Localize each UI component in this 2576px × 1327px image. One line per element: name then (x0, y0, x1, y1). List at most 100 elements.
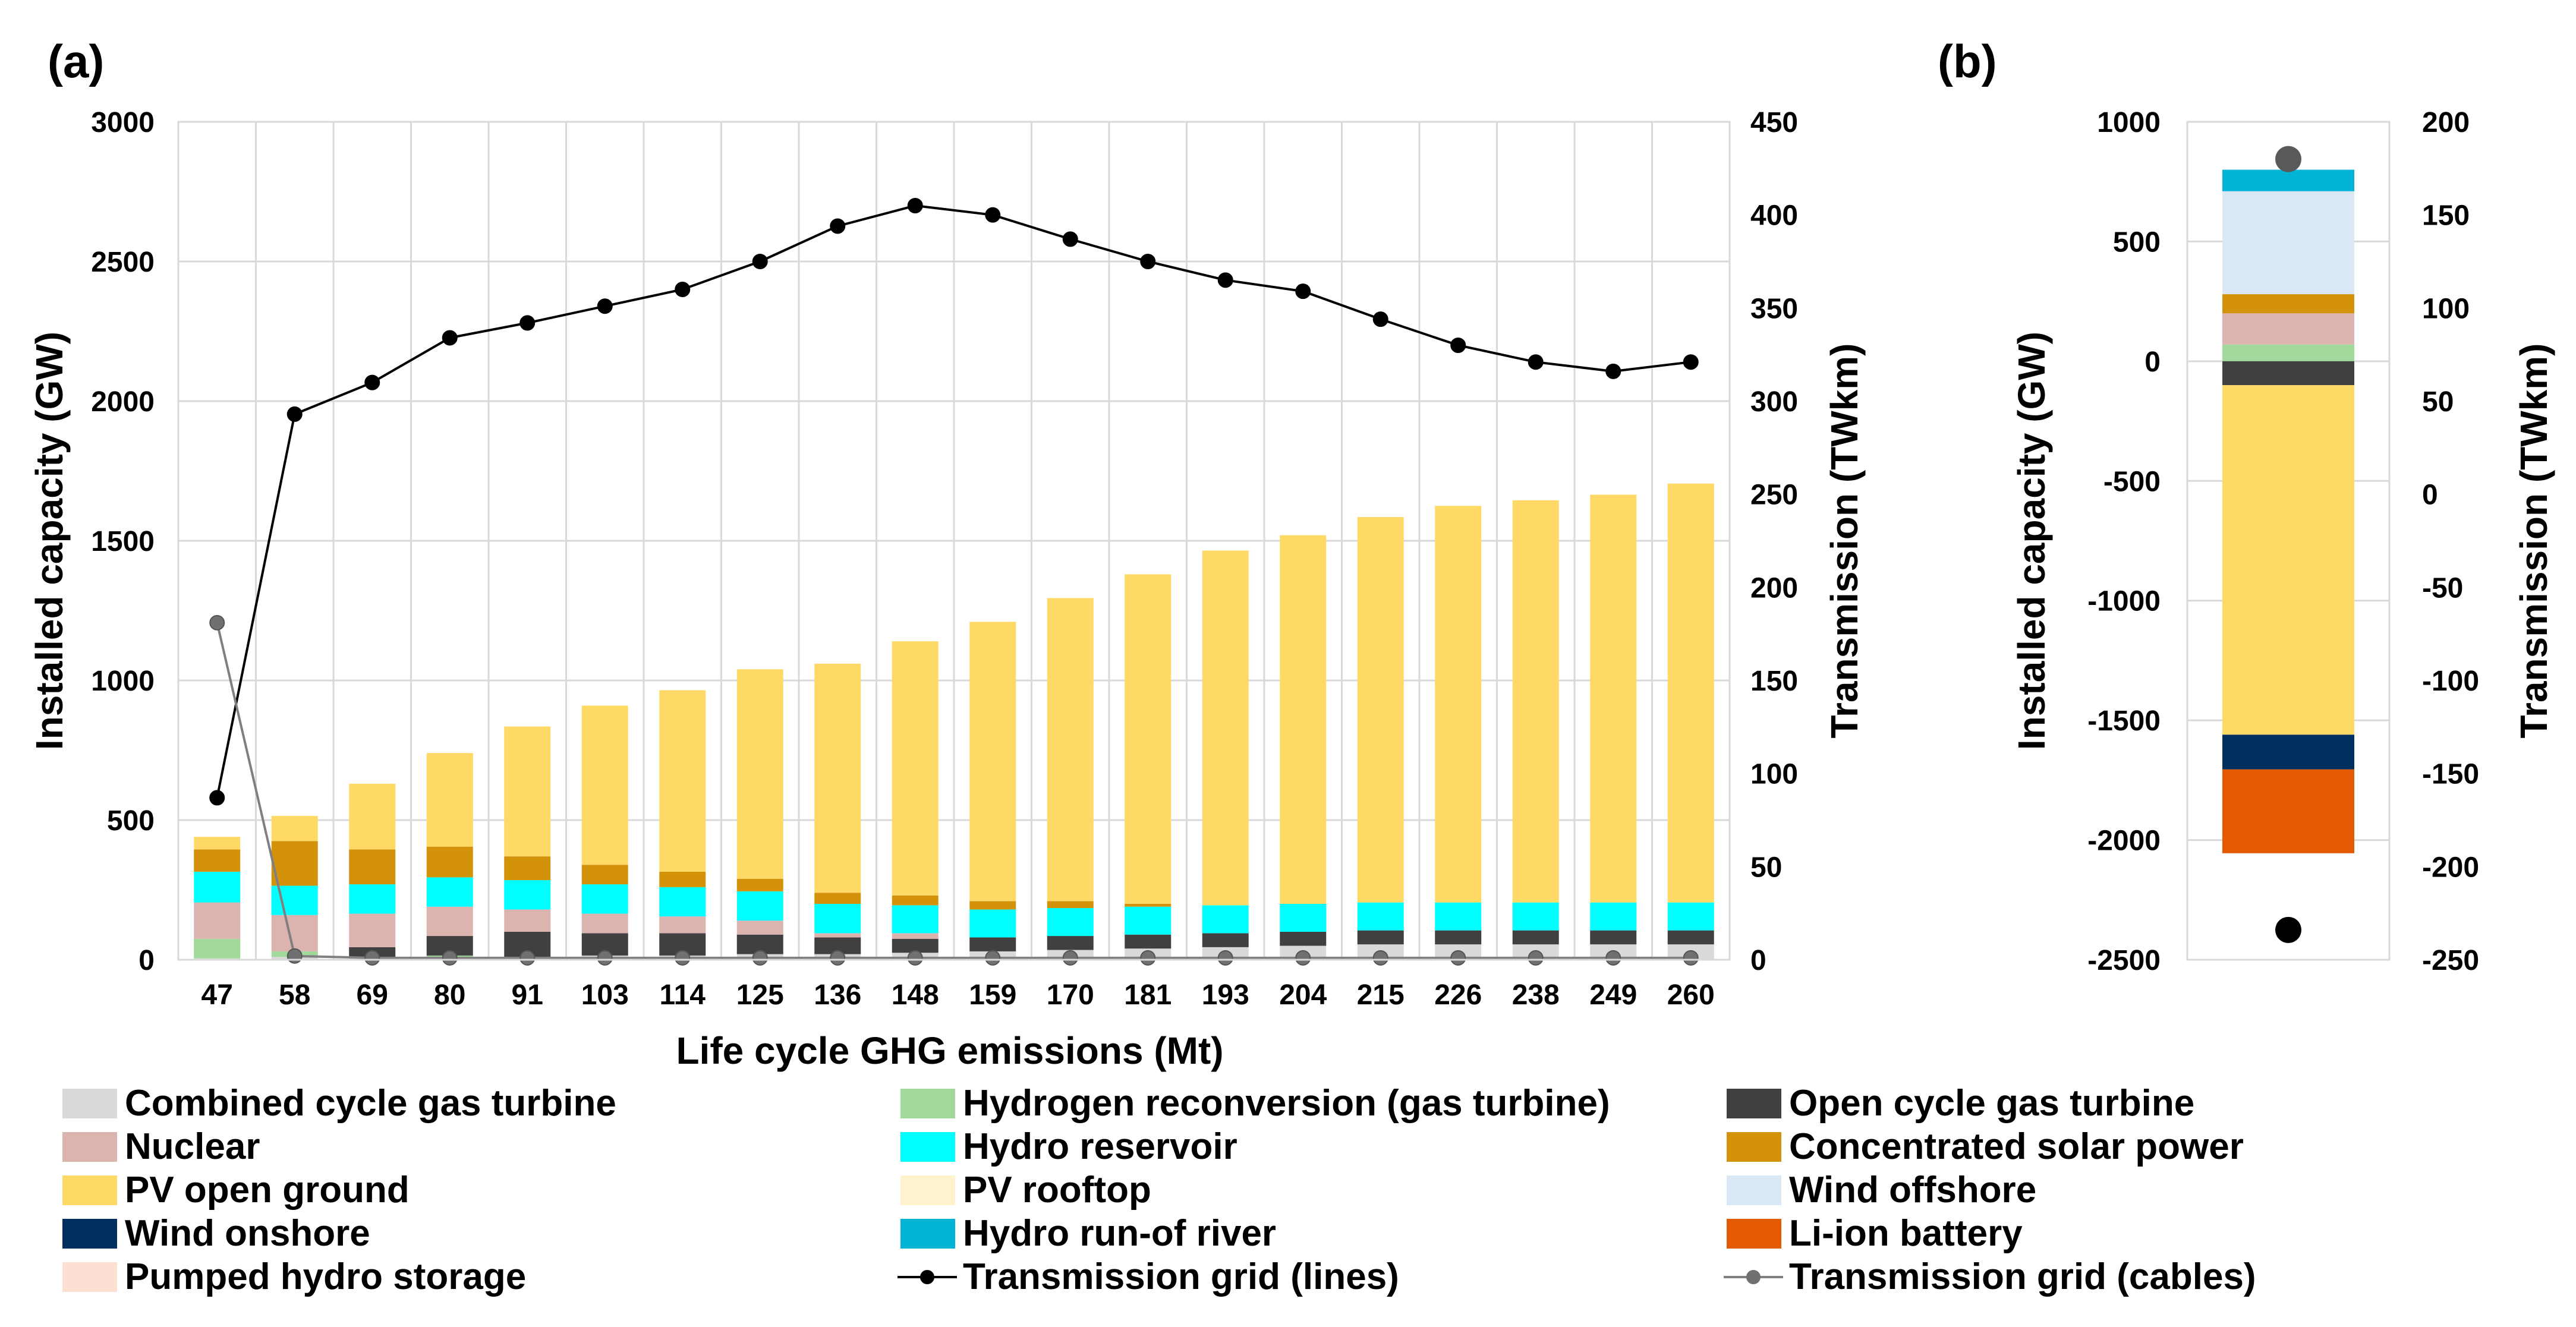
legend-swatch (1727, 1175, 1781, 1205)
y2-tick-label: 0 (2422, 480, 2438, 511)
bar-segment (2222, 344, 2354, 361)
legend-swatch (62, 1219, 117, 1249)
legend-swatch (1727, 1132, 1781, 1162)
transmission-point (1450, 950, 1466, 966)
bar-segment (1125, 906, 1172, 935)
y2-tick-label: -50 (2422, 572, 2463, 604)
x-tick-label: 47 (201, 979, 233, 1011)
transmission-point (442, 330, 458, 346)
transmission-point (830, 218, 846, 234)
x-tick-label: 159 (969, 979, 1016, 1011)
transmission-point (1295, 283, 1311, 300)
y-tick-label: -1000 (2087, 586, 2161, 617)
bar-segment (1667, 930, 1714, 945)
transmission-point (209, 790, 225, 806)
transmission-series-line (216, 204, 1691, 798)
bar-segment (1590, 494, 1637, 903)
y-tick-label: 1500 (91, 526, 155, 557)
bar-segment (271, 815, 318, 841)
y2-tick-label: 0 (1750, 945, 1766, 976)
transmission-point (1372, 311, 1388, 327)
y-tick-label: 1000 (2097, 107, 2161, 138)
bar-segment (349, 913, 396, 947)
transmission-point (1528, 354, 1544, 370)
panel-a-lines (209, 198, 1699, 966)
legend-swatch (900, 1219, 955, 1249)
panel-b-y-axis-title: Installed capacity (GW) (2010, 332, 2053, 750)
bar-segment (2222, 191, 2354, 295)
transmission-point (907, 950, 923, 966)
bar-segment (426, 877, 473, 907)
bar-segment (1202, 550, 1249, 906)
y2-tick-label: 100 (1750, 759, 1798, 790)
transmission-point (209, 614, 225, 631)
x-tick-label: 193 (1202, 979, 1249, 1011)
transmission-point (1372, 950, 1388, 966)
y-tick-label: 500 (2113, 226, 2161, 258)
bar-segment (1357, 517, 1404, 903)
bar-segment (1512, 902, 1559, 931)
legend-label: Concentrated solar power (1789, 1126, 2244, 1167)
bar-segment (1590, 930, 1637, 945)
transmission-point (1683, 950, 1699, 966)
y2-tick-label: 50 (2422, 386, 2454, 418)
x-tick-label: 226 (1434, 979, 1482, 1011)
panel-a-gridlines (177, 121, 1731, 961)
x-tick-label: 80 (434, 979, 465, 1011)
panel-a-bars (194, 483, 1714, 960)
panel-b-points (2275, 146, 2301, 943)
panel-a-y2-axis-title: Transmission (TWkm) (1823, 343, 1866, 739)
transmission-point (1217, 272, 1233, 288)
panel-a-x-axis-title: Life cycle GHG emissions (Mt) (676, 1029, 1223, 1072)
bar-segment (426, 906, 473, 937)
bar-segment (581, 705, 628, 865)
bar-segment (1125, 574, 1172, 904)
panel-b-bars (2222, 169, 2354, 853)
panel-a-plot-frame (177, 121, 1731, 961)
bar-segment (1047, 936, 1094, 950)
y-tick-label: 0 (2144, 346, 2161, 378)
legend-label: Open cycle gas turbine (1789, 1083, 2194, 1124)
transmission-point (519, 950, 536, 966)
x-tick-label: 125 (736, 979, 784, 1011)
bar-segment (271, 841, 318, 886)
bar-segment (1047, 598, 1094, 902)
transmission-point (1140, 254, 1156, 269)
panel-b-plot-frame (2186, 121, 2391, 961)
legend-label: Combined cycle gas turbine (125, 1083, 616, 1124)
bar-segment (814, 663, 861, 893)
bar-segment (1047, 908, 1094, 937)
legend-label: Pumped hydro storage (125, 1256, 526, 1297)
y2-tick-label: -150 (2422, 759, 2479, 790)
x-tick-label: 260 (1667, 979, 1715, 1011)
legend-swatch (62, 1089, 117, 1118)
panel-b-label: (b) (1938, 35, 1997, 87)
transmission-point (1683, 354, 1699, 370)
transmission-point (752, 254, 768, 269)
panel-b-y2-axis-title: Transmission (TWkm) (2512, 343, 2555, 739)
bar-segment (1435, 930, 1482, 945)
transmission-point (675, 950, 691, 966)
bar-segment (581, 884, 628, 914)
legend-label: Nuclear (125, 1126, 260, 1167)
panel-a-ticks: 0 500 1000 1500 2000 2500 3000 0 50 100 150 200 250 3… (91, 107, 1798, 1011)
y2-tick-label: 350 (1750, 293, 1798, 324)
bar-segment (736, 921, 783, 935)
bar-segment (659, 887, 706, 917)
x-tick-label: 69 (357, 979, 388, 1011)
y2-tick-label: -250 (2422, 945, 2479, 976)
bar-segment (194, 849, 241, 872)
transmission-point (442, 950, 458, 966)
y-tick-label: 3000 (91, 107, 155, 138)
y2-tick-label: 300 (1750, 386, 1798, 418)
legend-label: Li-ion battery (1789, 1213, 2023, 1254)
transmission-point (1217, 950, 1233, 966)
y-tick-label: -2500 (2087, 945, 2161, 976)
y2-tick-label: -100 (2422, 666, 2479, 697)
legend-swatch (1727, 1089, 1781, 1118)
bar-segment (504, 856, 551, 881)
bar-segment (892, 938, 939, 953)
x-tick-label: 249 (1589, 979, 1637, 1011)
y2-tick-label: 400 (1750, 200, 1798, 232)
x-tick-label: 58 (279, 979, 310, 1011)
